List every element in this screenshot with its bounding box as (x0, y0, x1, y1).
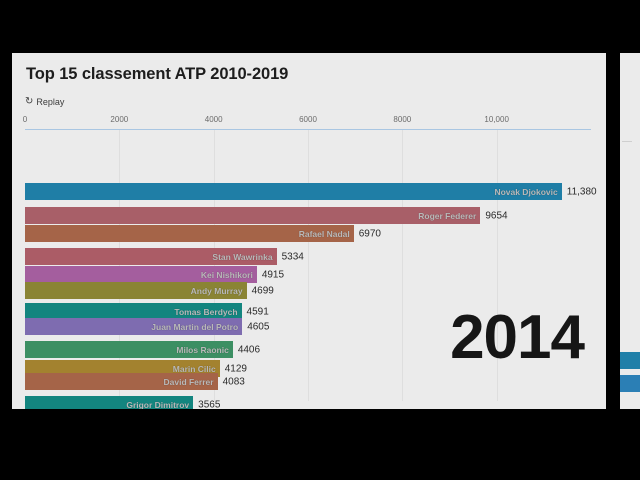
bar-label: Marin Cilic (172, 363, 216, 374)
x-tick-label: 10,000 (484, 115, 509, 124)
bar-value: 4915 (261, 269, 285, 280)
bar-row: Andy Murray 4699 (25, 282, 591, 299)
video-frame: Top 15 classement ATP 2010-2019 ↺ Replay… (0, 41, 640, 421)
sliver-bar-2 (620, 375, 640, 392)
bar-label: Rafael Nadal (298, 228, 350, 239)
bar: Rafael Nadal (25, 225, 354, 242)
bar: Juan Martin del Potro (25, 318, 243, 335)
bar-value: 9654 (485, 210, 508, 221)
sliver-bar (620, 352, 640, 369)
gridline (119, 130, 121, 401)
bar-value: 4591 (246, 306, 269, 317)
bar-value: 6970 (358, 228, 381, 239)
replay-button[interactable]: ↺ Replay (25, 96, 65, 107)
bar: Novak Djokovic (25, 183, 562, 200)
replay-icon: ↺ (25, 96, 34, 107)
bar-label: Andy Murray (190, 285, 243, 296)
bar: Kei Nishikori (25, 266, 257, 283)
bar-label: Milos Raonic (176, 344, 229, 355)
bars-container: Novak Djokovic 11,380 Roger Federer 9654 Raf… (25, 113, 597, 409)
bar-row: David Ferrer 4083 (25, 373, 591, 390)
x-tick-label: 0 (22, 115, 28, 124)
bar: Grigor Dimitrov (25, 396, 194, 410)
bar-value: 11,380 (566, 186, 597, 197)
replay-label: Replay (36, 97, 65, 107)
x-tick-label: 8000 (393, 115, 412, 124)
bar: Marin Cilic (25, 360, 220, 377)
bar-label: Stan Wawrinka (212, 251, 273, 262)
bar-value: 4129 (224, 363, 247, 374)
year-counter: 2014 (450, 303, 585, 372)
bar: David Ferrer (25, 373, 218, 390)
bar-value: 3565 (198, 399, 221, 409)
x-axis-line (25, 129, 591, 130)
adjacent-panel-sliver (620, 53, 640, 409)
bar: Roger Federer (25, 207, 481, 224)
bar-row: Marin Cilic 4129 (25, 360, 591, 377)
x-tick-label: 2000 (110, 115, 129, 124)
x-tick-label: 4000 (204, 115, 223, 124)
bar: Andy Murray (25, 282, 247, 299)
bar: Milos Raonic (25, 341, 233, 358)
gridline (213, 130, 215, 401)
bar-label: Kei Nishikori (200, 269, 253, 280)
bar-label: Roger Federer (418, 210, 477, 221)
bar-chart-race-panel: Top 15 classement ATP 2010-2019 ↺ Replay… (12, 53, 606, 409)
bar: Stan Wawrinka (25, 248, 277, 265)
bar-label: Novak Djokovic (494, 186, 558, 197)
bar-row: Rafael Nadal 6970 (25, 225, 591, 242)
sliver-tick (622, 141, 632, 142)
bar-row: Milos Raonic 4406 (25, 341, 591, 358)
gridline (402, 130, 404, 401)
bar-row: Novak Djokovic 11,380 (25, 183, 597, 200)
bar-value: 4605 (247, 321, 270, 332)
bar-label: David Ferrer (163, 376, 214, 387)
bar-row: Roger Federer 9654 (25, 207, 591, 224)
bar: Tomas Berdych (25, 303, 242, 320)
bar-label: Tomas Berdych (174, 306, 238, 317)
bar-value: 4699 (251, 285, 274, 296)
bar-label: Juan Martin del Potro (151, 321, 239, 332)
bar-value: 4406 (237, 344, 261, 355)
gridline (496, 130, 498, 401)
bar-row: Tomas Berdych 4591 (25, 303, 591, 320)
bar-row: Kei Nishikori 4915 (25, 266, 591, 283)
bar-label: Grigor Dimitrov (126, 399, 190, 410)
bar-row: Juan Martin del Potro 4605 (25, 318, 591, 335)
bar-value: 4083 (222, 376, 245, 387)
x-tick-label: 6000 (299, 115, 317, 124)
bar-value: 5334 (281, 251, 304, 262)
page-title: Top 15 classement ATP 2010-2019 (26, 65, 289, 83)
bar-row: Stan Wawrinka 5334 (25, 248, 591, 265)
bar-row: Grigor Dimitrov 3565 (25, 396, 591, 409)
gridline (308, 130, 309, 401)
